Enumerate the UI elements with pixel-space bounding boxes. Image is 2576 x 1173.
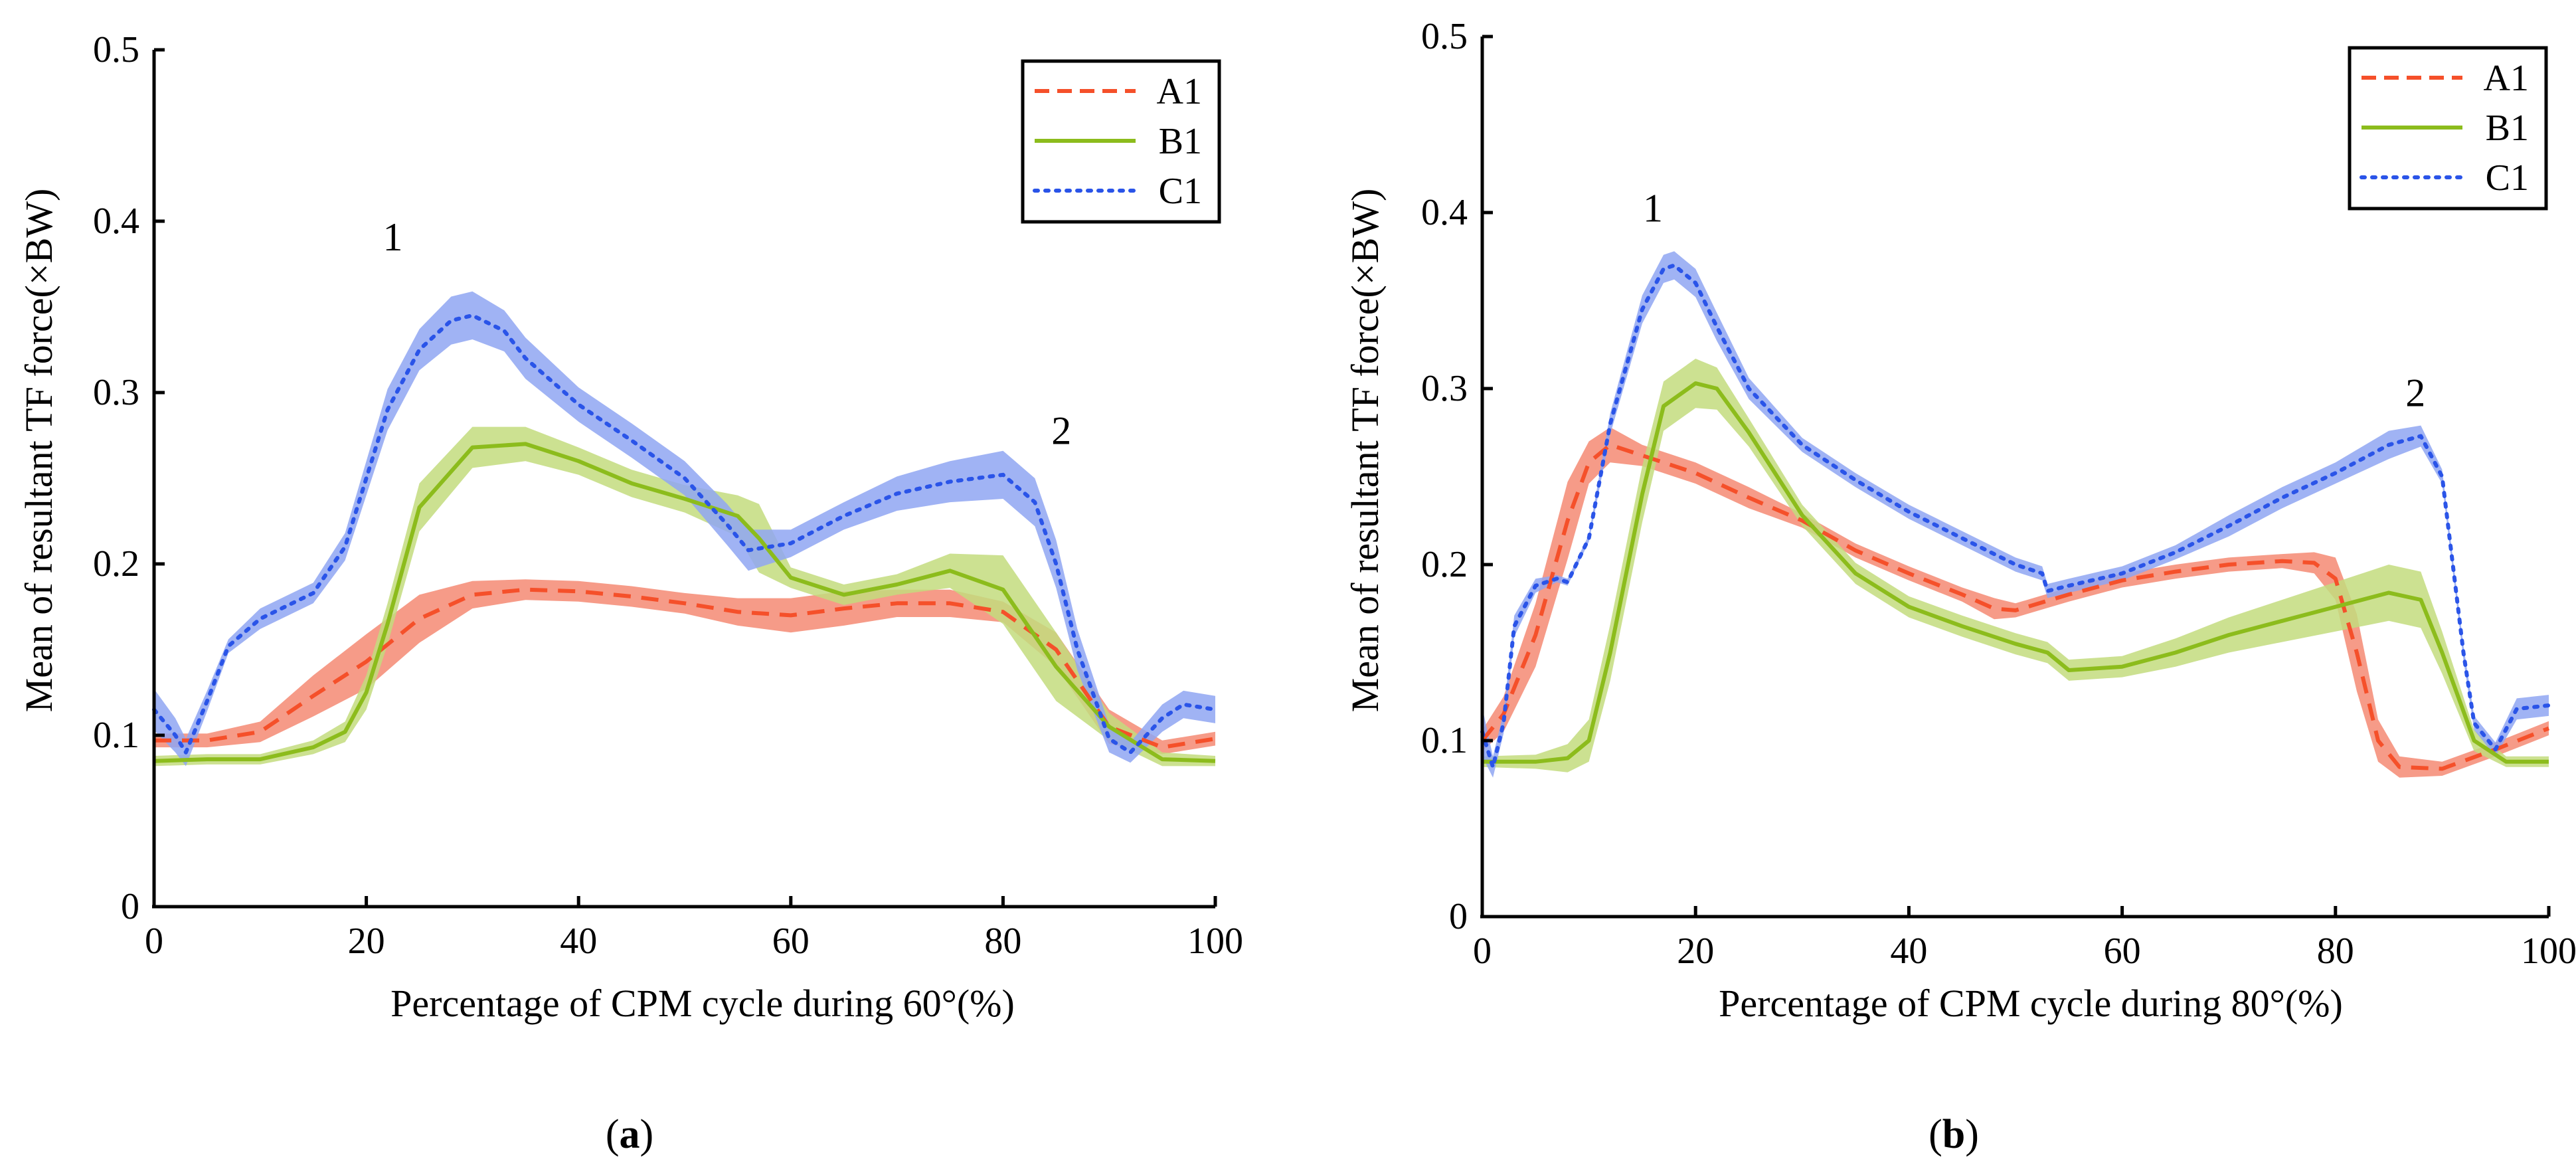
legend-label-c1: C1 (1159, 171, 1202, 212)
x-axis-title: Percentage of CPM cycle during 80°(%) (1719, 982, 2343, 1025)
x-tick-label: 40 (1890, 931, 1927, 972)
x-axis-title: Percentage of CPM cycle during 60°(%) (390, 982, 1015, 1025)
y-tick-label: 0.5 (1421, 16, 1468, 57)
y-tick-label: 0.3 (1421, 368, 1468, 409)
x-tick-label: 100 (2521, 931, 2576, 972)
band-b1 (1482, 359, 2549, 772)
y-tick-label: 0.2 (93, 543, 139, 585)
series-line-b1 (153, 442, 1216, 763)
x-tick-label: 40 (560, 921, 597, 962)
legend: A1 B1 C1 (1021, 59, 1221, 224)
y-tick-label: 0.4 (1421, 192, 1468, 233)
legend-label-b1: B1 (2486, 108, 2529, 149)
chart-panel-b: Mean of resultant TF force(×BW) Percenta… (1343, 16, 2576, 1025)
y-axis-title: Mean of resultant TF force(×BW) (1343, 189, 1387, 713)
y-tick-label: 0 (121, 886, 139, 927)
legend-label-a1: A1 (1157, 71, 1202, 112)
series-line-c1 (152, 313, 1217, 755)
peak-annotation: 1 (383, 215, 403, 259)
band-a1 (1482, 427, 2549, 778)
legend-label-c1: C1 (2486, 157, 2529, 199)
x-tick-label: 100 (1187, 921, 1243, 962)
x-tick-label: 20 (348, 921, 385, 962)
peak-annotation: 1 (1643, 186, 1663, 230)
series-line-c1 (1480, 263, 2551, 769)
series-line-a1 (1480, 442, 2550, 771)
series-line-a1 (154, 587, 1216, 750)
band-c1 (1482, 251, 2549, 778)
y-tick-label: 0.1 (93, 715, 139, 756)
x-tick-label: 0 (1473, 931, 1492, 972)
panel-letter-b: b (1942, 1112, 1965, 1157)
legend-label-a1: A1 (2484, 58, 2529, 99)
series-line-b1 (1482, 381, 2549, 764)
y-tick-label: 0 (1449, 896, 1468, 937)
legend-label-b1: B1 (1159, 121, 1202, 162)
y-axis-title: Mean of resultant TF force(×BW) (17, 189, 60, 713)
chart-panel-a: Mean of resultant TF force(×BW) Percenta… (17, 29, 1243, 1025)
x-tick-label: 0 (145, 921, 163, 962)
x-tick-label: 80 (2317, 931, 2354, 972)
peak-annotation: 2 (1051, 408, 1071, 452)
y-tick-label: 0.5 (93, 29, 139, 70)
y-tick-label: 0.1 (1421, 720, 1468, 761)
band-a1 (154, 579, 1215, 755)
panel-label-a: (a) (606, 1112, 653, 1157)
x-tick-label: 80 (984, 921, 1021, 962)
legend: A1 B1 C1 (2348, 46, 2548, 211)
y-tick-label: 0.2 (1421, 544, 1468, 585)
y-tick-label: 0.4 (93, 201, 139, 242)
x-tick-label: 20 (1677, 931, 1714, 972)
panel-letter-a: a (620, 1112, 640, 1157)
x-tick-label: 60 (772, 921, 810, 962)
x-tick-label: 60 (2104, 931, 2141, 972)
peak-annotation: 2 (2405, 371, 2425, 415)
panel-label-b: (b) (1929, 1112, 1979, 1157)
y-tick-label: 0.3 (93, 372, 139, 413)
